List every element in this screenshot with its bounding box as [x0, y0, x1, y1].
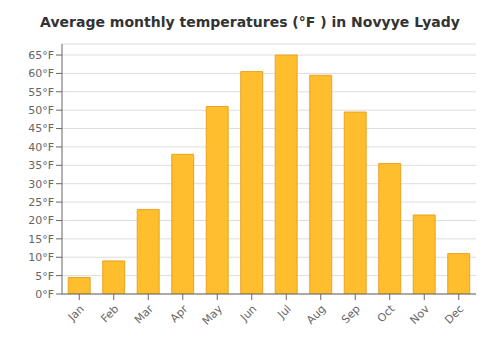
svg-text:Aug: Aug [304, 302, 328, 326]
svg-text:55°F: 55°F [28, 86, 54, 99]
svg-text:20°F: 20°F [28, 214, 54, 227]
svg-text:Feb: Feb [98, 302, 121, 325]
html-text:Average monthly temperatures (: Average monthly temperatures (°F ) in No… [40, 14, 460, 30]
svg-text:May: May [200, 302, 226, 328]
svg-text:Dec: Dec [442, 302, 466, 326]
svg-text:5°F: 5°F [35, 270, 54, 283]
svg-text:Jan: Jan [65, 302, 87, 324]
svg-text:Mar: Mar [132, 302, 156, 326]
svg-text:35°F: 35°F [28, 159, 54, 172]
svg-text:25°F: 25°F [28, 196, 54, 209]
svg-text:0°F: 0°F [35, 288, 54, 301]
svg-text:60°F: 60°F [28, 67, 54, 80]
svg-text:45°F: 45°F [28, 122, 54, 135]
svg-text:Jun: Jun [237, 302, 259, 324]
svg-text:10°F: 10°F [28, 251, 54, 264]
svg-text:50°F: 50°F [28, 104, 54, 117]
svg-text:65°F: 65°F [28, 49, 54, 62]
svg-text:Apr: Apr [168, 302, 191, 325]
svg-text:Oct: Oct [375, 302, 398, 325]
svg-text:Sep: Sep [339, 302, 363, 326]
svg-text:40°F: 40°F [28, 141, 54, 154]
svg-text:15°F: 15°F [28, 233, 54, 246]
svg-text:30°F: 30°F [28, 178, 54, 191]
svg-text:Jul: Jul [275, 302, 294, 321]
svg-text:Nov: Nov [408, 302, 433, 327]
